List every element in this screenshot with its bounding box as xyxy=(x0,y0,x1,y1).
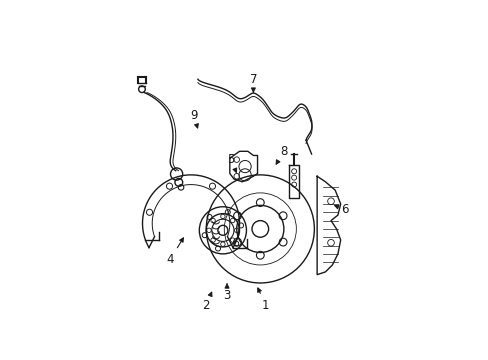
Text: 3: 3 xyxy=(223,283,230,302)
Text: 8: 8 xyxy=(276,145,287,164)
Text: 4: 4 xyxy=(166,238,183,266)
Text: 6: 6 xyxy=(334,203,348,216)
Text: 5: 5 xyxy=(227,153,236,172)
Text: 9: 9 xyxy=(190,109,198,128)
Text: 7: 7 xyxy=(249,73,257,92)
Text: 2: 2 xyxy=(202,292,211,312)
Text: 1: 1 xyxy=(257,288,269,312)
